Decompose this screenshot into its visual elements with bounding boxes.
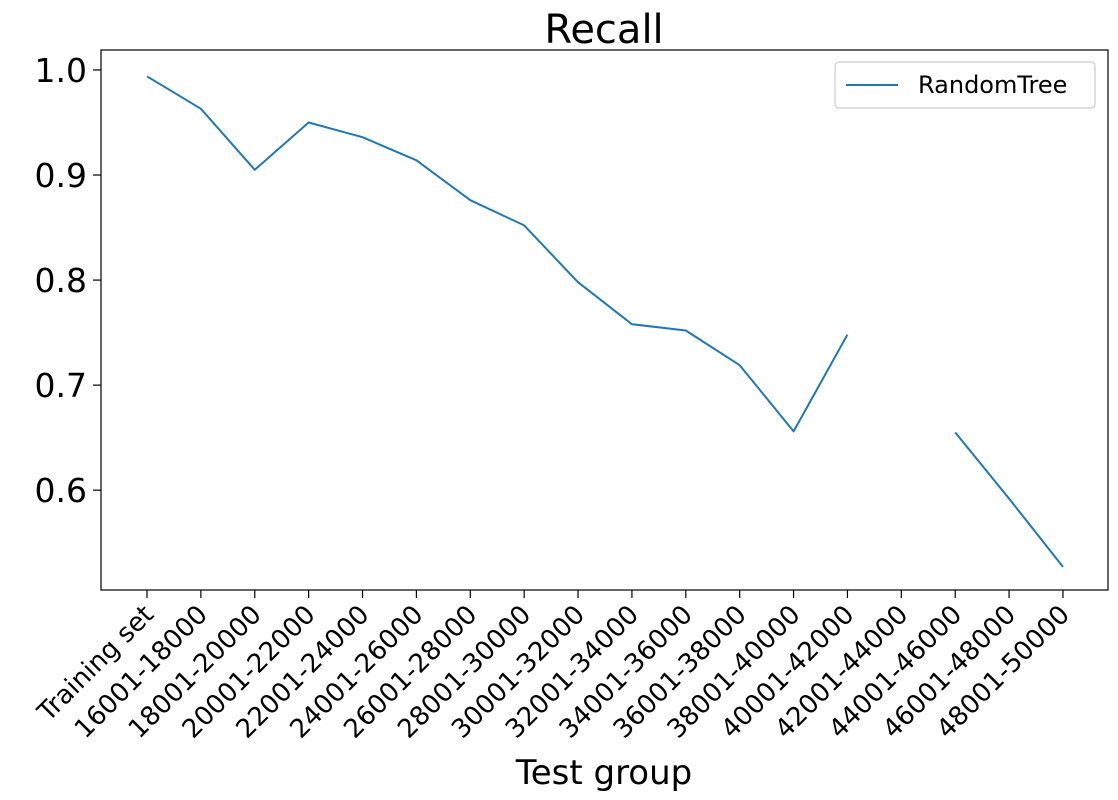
plot-area [100, 49, 1109, 591]
y-tick-label: 0.8 [35, 261, 87, 300]
legend-label: RandomTree [918, 71, 1067, 99]
y-tick-label: 0.6 [35, 471, 87, 510]
chart-title: Recall [544, 7, 663, 53]
y-axis: 0.6 0.7 0.8 0.9 1.0 [35, 51, 101, 510]
legend: RandomTree [834, 61, 1096, 109]
plot-frame [100, 49, 1109, 591]
x-axis-label: Test group [515, 753, 693, 793]
x-axis: Training set16001-1800018001-2000020001-… [32, 590, 1076, 745]
y-tick-label: 0.9 [35, 156, 87, 195]
y-tick-label: 1.0 [35, 51, 87, 90]
series-layer [146, 75, 1064, 568]
legend-box [834, 61, 1096, 109]
series-line-randomtree [146, 75, 1064, 568]
y-tick-label: 0.7 [35, 366, 87, 405]
